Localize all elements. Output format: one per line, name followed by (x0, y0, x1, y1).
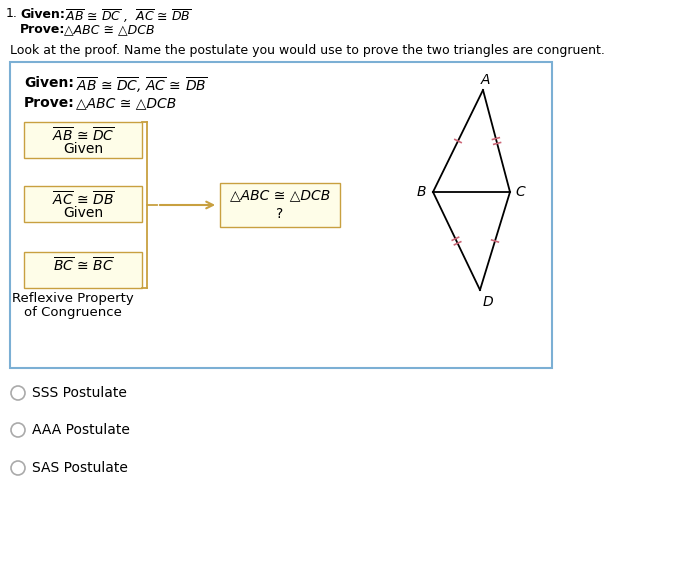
Text: D: D (483, 295, 493, 309)
Text: SSS Postulate: SSS Postulate (32, 386, 127, 400)
Text: Given:: Given: (20, 8, 65, 21)
Text: C: C (515, 185, 525, 199)
FancyBboxPatch shape (220, 183, 340, 227)
Text: △ABC ≅ △DCB: △ABC ≅ △DCB (64, 23, 155, 36)
Text: A: A (480, 73, 489, 87)
Text: Reflexive Property: Reflexive Property (12, 292, 134, 305)
Text: $\overline{AB}$ ≅ $\overline{DC}$ ,  $\overline{AC}$ ≅ $\overline{DB}$: $\overline{AB}$ ≅ $\overline{DC}$ , $\ov… (65, 8, 191, 25)
Text: Given: Given (63, 206, 103, 220)
Text: $\overline{AB}$ ≅ $\overline{DC}$, $\overline{AC}$ ≅ $\overline{DB}$: $\overline{AB}$ ≅ $\overline{DC}$, $\ove… (76, 76, 208, 95)
FancyBboxPatch shape (10, 62, 552, 368)
Text: 1.: 1. (6, 7, 18, 20)
Text: △ABC ≅ △DCB: △ABC ≅ △DCB (230, 188, 330, 202)
Text: △ABC ≅ △DCB: △ABC ≅ △DCB (76, 96, 176, 110)
Text: SAS Postulate: SAS Postulate (32, 461, 128, 475)
Text: Prove:: Prove: (20, 23, 66, 36)
Text: $\overline{AC}$ ≅ $\overline{DB}$: $\overline{AC}$ ≅ $\overline{DB}$ (52, 190, 114, 208)
Text: $\overline{BC}$ ≅ $\overline{BC}$: $\overline{BC}$ ≅ $\overline{BC}$ (53, 256, 114, 274)
Text: B: B (416, 185, 426, 199)
Text: Look at the proof. Name the postulate you would use to prove the two triangles a: Look at the proof. Name the postulate yo… (10, 44, 605, 57)
Text: ?: ? (276, 207, 284, 221)
Text: Given: Given (63, 142, 103, 156)
FancyBboxPatch shape (24, 252, 142, 288)
Text: Given:: Given: (24, 76, 74, 90)
Text: of Congruence: of Congruence (24, 306, 122, 319)
Text: AAA Postulate: AAA Postulate (32, 423, 130, 437)
FancyBboxPatch shape (24, 122, 142, 158)
FancyBboxPatch shape (24, 186, 142, 222)
Text: $\overline{AB}$ ≅ $\overline{DC}$: $\overline{AB}$ ≅ $\overline{DC}$ (52, 126, 114, 144)
Text: Prove:: Prove: (24, 96, 75, 110)
